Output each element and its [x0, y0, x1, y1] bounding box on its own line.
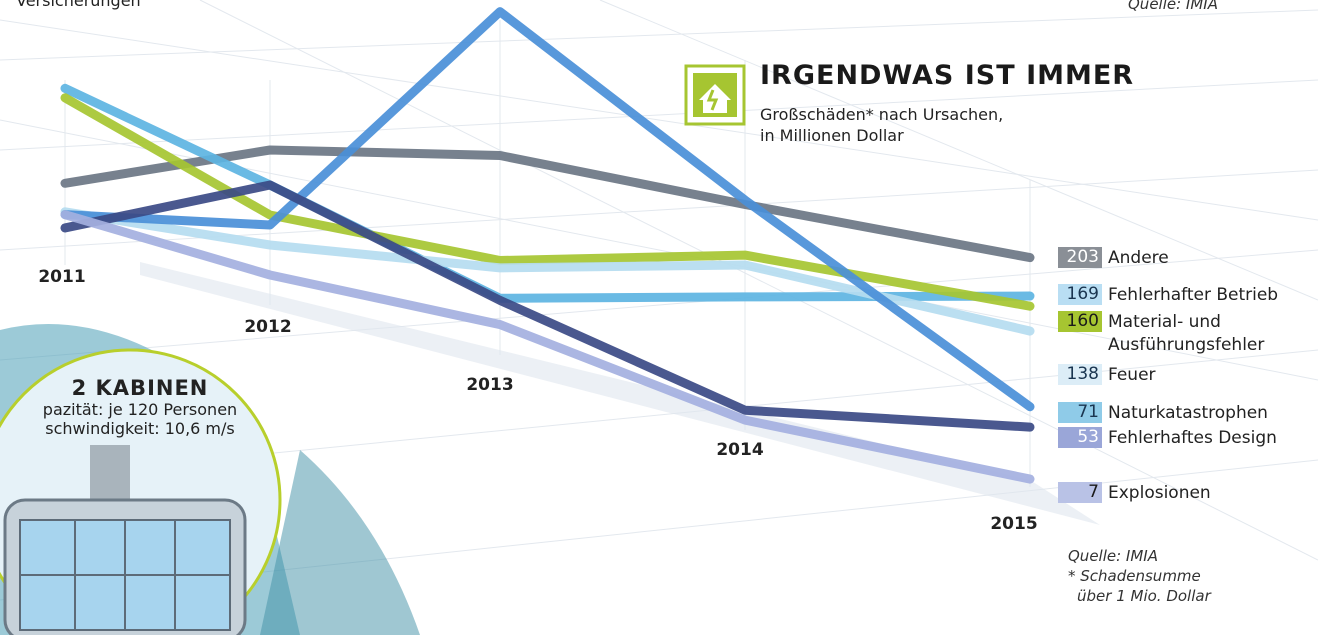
legend-label: Explosionen [1108, 482, 1318, 505]
footnote-line: * Schadensumme [1068, 566, 1211, 586]
value-label: 71 [1058, 402, 1102, 423]
x-tick-label: 2011 [38, 267, 85, 287]
series-line [65, 150, 1030, 258]
cabin-info: 2 KABINEN pazität: je 120 Personen schwi… [0, 376, 290, 438]
value-label: 53 [1058, 427, 1102, 448]
legend-label: Fehlerhaftes Design [1108, 427, 1318, 450]
cabin-line: pazität: je 120 Personen [0, 400, 290, 419]
legend-entry: 169 Fehlerhafter Betrieb [1058, 284, 1318, 307]
x-tick-label: 2013 [466, 375, 513, 395]
legend-label: Andere [1108, 247, 1318, 270]
legend-entry: 203 Andere [1058, 247, 1318, 270]
legend-label: Fehlerhafter Betrieb [1108, 284, 1318, 307]
cabin-illustration [0, 324, 420, 635]
top-source: Quelle: IMIA [1128, 0, 1218, 14]
legend-entry: 71 Naturkatastrophen [1058, 402, 1318, 425]
value-label: 169 [1058, 284, 1102, 305]
legend-label: Material- und Ausführungsfehler [1108, 311, 1268, 357]
subtitle-line: Großschäden* nach Ursachen, [760, 104, 1003, 125]
x-tick-label: 2012 [244, 317, 291, 337]
chart-title: IRGENDWAS IST IMMER [760, 60, 1134, 91]
legend-entry: 7 Explosionen [1058, 482, 1318, 505]
title-icon [686, 66, 744, 124]
source-note: Quelle: IMIA * Schadensumme über 1 Mio. … [1068, 546, 1211, 606]
subtitle-line: in Millionen Dollar [760, 125, 1003, 146]
value-label: 7 [1058, 482, 1102, 503]
cabin-line: schwindigkeit: 10,6 m/s [0, 419, 290, 438]
cabin-title: 2 KABINEN [0, 376, 290, 400]
legend-entry: 160 Material- und Ausführungsfehler [1058, 311, 1268, 357]
chart-subtitle: Großschäden* nach Ursachen, in Millionen… [760, 104, 1003, 146]
legend-label: Naturkatastrophen [1108, 402, 1318, 425]
page: {"chart_data": {"type": "line", "title":… [0, 0, 1318, 635]
legend-entry: 138 Feuer [1058, 364, 1318, 387]
value-label: 160 [1058, 311, 1102, 332]
value-label: 138 [1058, 364, 1102, 385]
value-label: 203 [1058, 247, 1102, 268]
top-left-text: Versicherungen [16, 0, 141, 10]
legend-label: Feuer [1108, 364, 1318, 387]
source: Quelle: IMIA [1068, 546, 1211, 566]
legend-entry: 53 Fehlerhaftes Design [1058, 427, 1318, 450]
x-tick-label: 2015 [990, 514, 1037, 534]
x-tick-label: 2014 [716, 440, 763, 460]
footnote-line: über 1 Mio. Dollar [1068, 586, 1211, 606]
